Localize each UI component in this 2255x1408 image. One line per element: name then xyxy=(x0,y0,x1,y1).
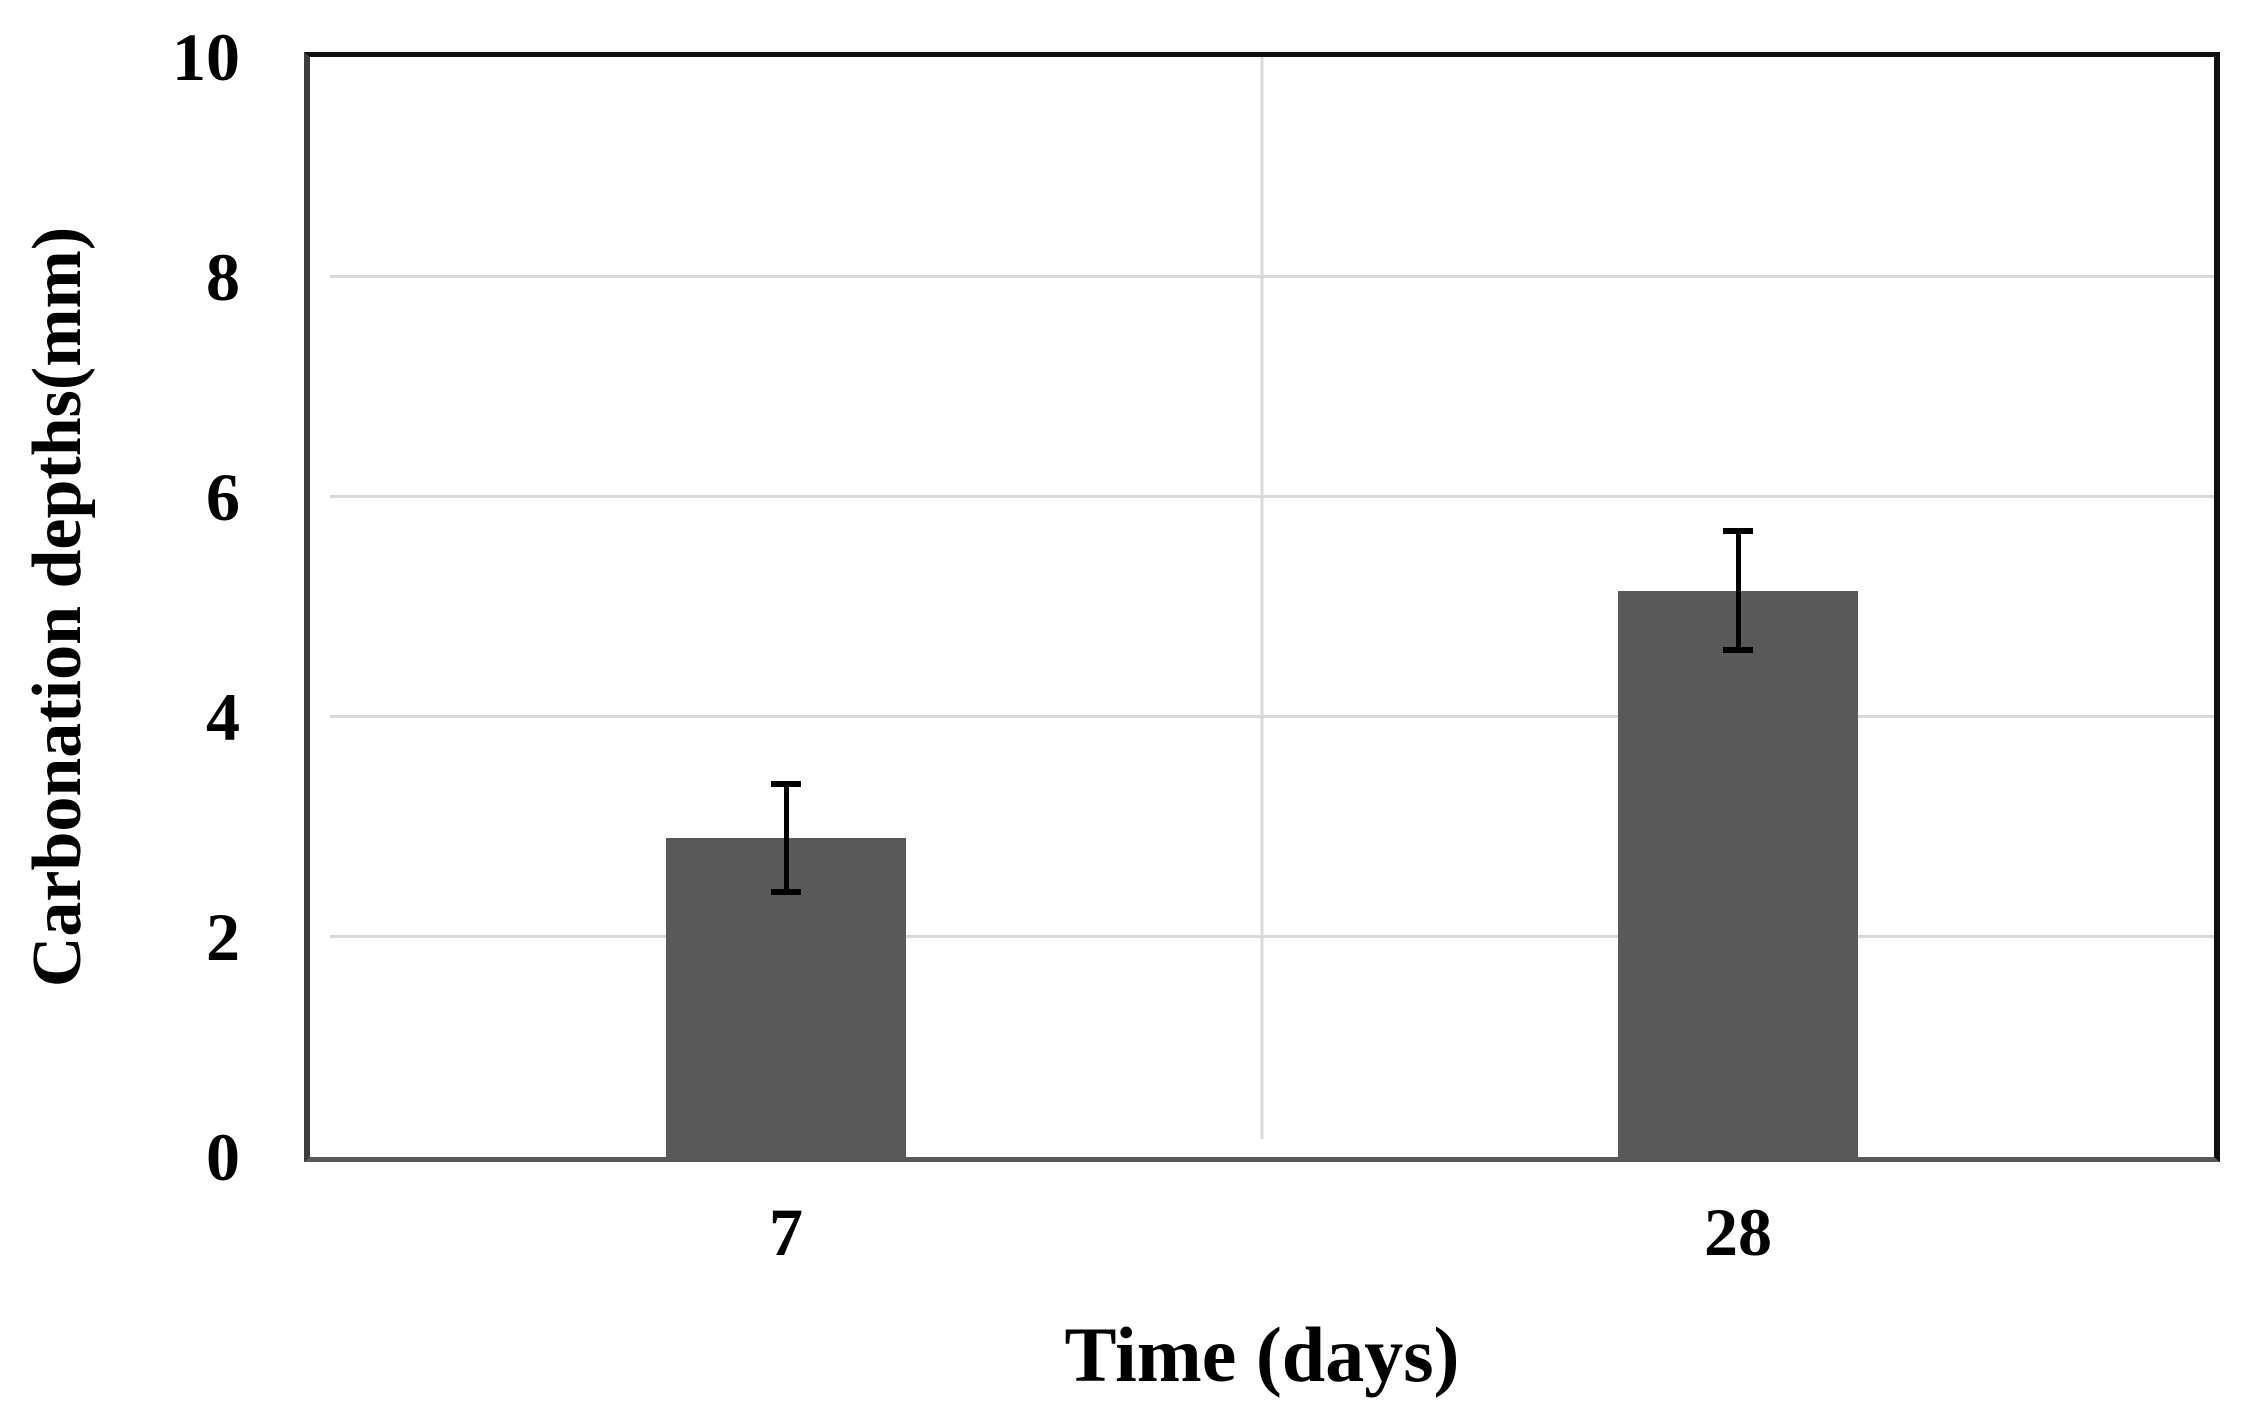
bar-28-days xyxy=(1618,590,1858,1157)
error-bar-28-days xyxy=(1723,527,1753,654)
y-tick-label-2: 2 xyxy=(206,899,240,975)
vertical-gridline xyxy=(1260,57,1264,1139)
x-axis-title: Time (days) xyxy=(1064,1311,1460,1398)
error-bar-cap-top xyxy=(771,780,801,787)
error-bar-cap-bottom xyxy=(1723,647,1753,654)
y-tick-label-6: 6 xyxy=(206,459,240,535)
error-bar-7-days xyxy=(771,780,801,896)
error-bar-stem xyxy=(783,780,789,896)
y-tick-label-4: 4 xyxy=(206,679,240,755)
horizontal-gridline xyxy=(330,275,2214,278)
horizontal-gridline xyxy=(330,495,2214,498)
plot-area xyxy=(304,52,2220,1162)
error-bar-cap-bottom xyxy=(771,889,801,896)
error-bar-cap-top xyxy=(1723,527,1753,534)
x-tick-label-7: 7 xyxy=(769,1194,803,1270)
y-tick-label-8: 8 xyxy=(206,239,240,315)
error-bar-stem xyxy=(1735,527,1741,654)
horizontal-gridline xyxy=(330,935,2214,938)
horizontal-gridline xyxy=(330,715,2214,718)
x-axis-tick-labels: 7 28 xyxy=(310,1182,2214,1282)
y-axis-tick-labels: 0 2 4 6 8 10 xyxy=(0,23,250,1191)
x-tick-label-28: 28 xyxy=(1704,1194,1772,1270)
y-tick-label-10: 10 xyxy=(172,19,240,95)
y-tick-label-0: 0 xyxy=(206,1119,240,1195)
